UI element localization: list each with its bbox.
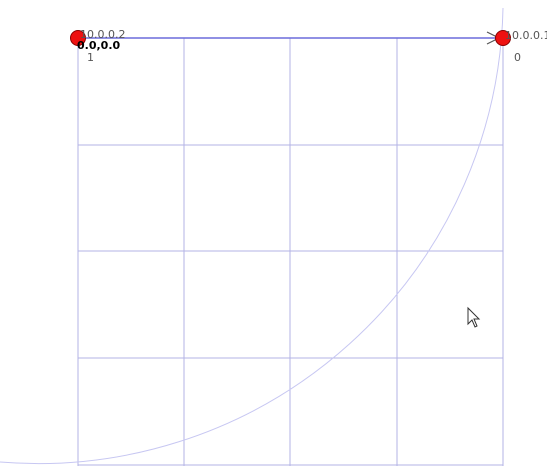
mouse-pointer-icon bbox=[467, 306, 481, 328]
node-id-label: 10.0.0.1 bbox=[505, 29, 547, 42]
range-arc bbox=[0, 7, 504, 465]
node-10-0-0-2[interactable]: 10.0.0.2 0.0,0.0 1 bbox=[70, 28, 126, 64]
node-id-label: 10.0.0.2 bbox=[80, 28, 125, 41]
link-edge[interactable] bbox=[78, 31, 501, 45]
node-10-0-0-1[interactable]: 10.0.0.1 0 bbox=[495, 29, 547, 64]
node-dot-icon[interactable] bbox=[70, 30, 86, 46]
node-index-label: 1 bbox=[87, 51, 94, 64]
grid bbox=[77, 38, 504, 466]
node-coord-label: 0.0,0.0 bbox=[77, 39, 120, 52]
node-index-label: 0 bbox=[514, 51, 521, 64]
node-dot-icon[interactable] bbox=[495, 30, 511, 46]
